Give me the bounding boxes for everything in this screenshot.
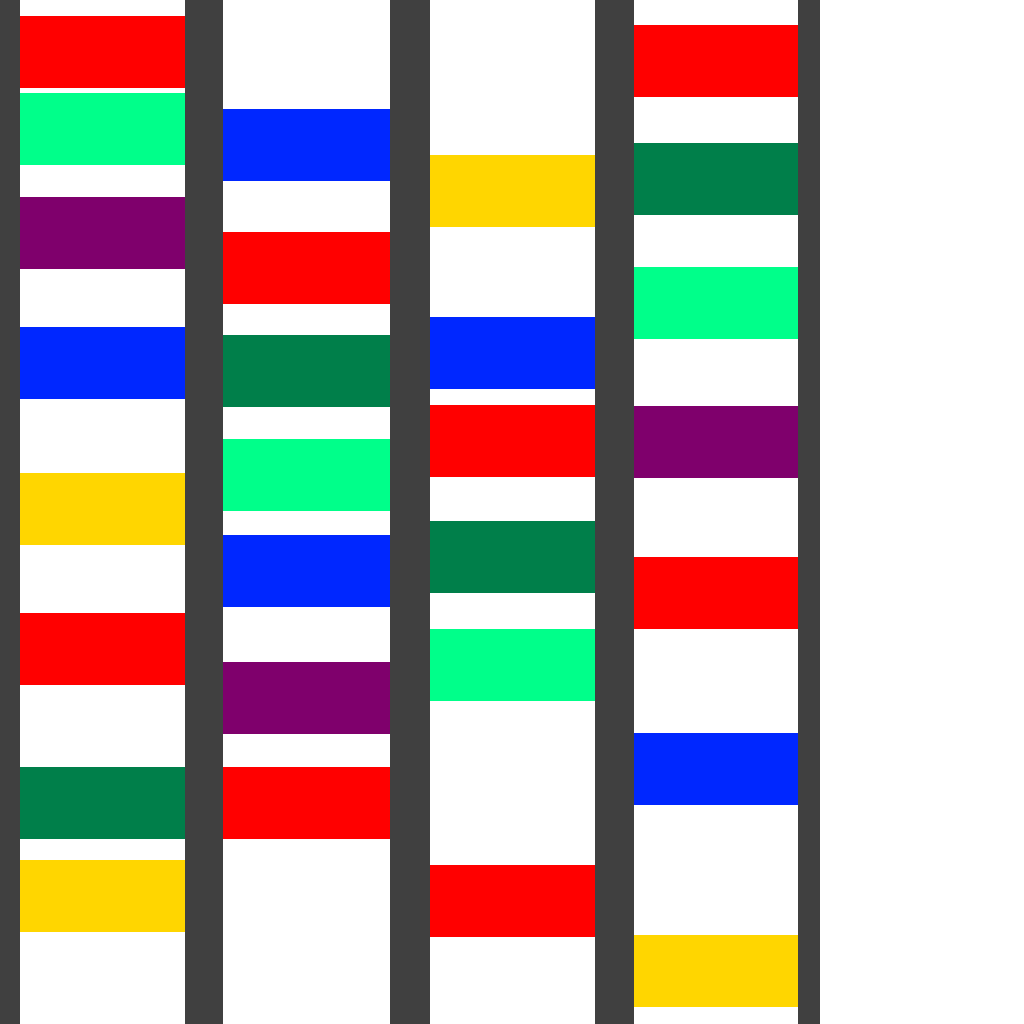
red-tile[interactable] — [634, 557, 798, 629]
lane-divider — [390, 0, 430, 1024]
blue-tile[interactable] — [430, 317, 595, 389]
yellow-tile[interactable] — [634, 935, 798, 1007]
lane-2[interactable] — [223, 0, 390, 1024]
green-tile[interactable] — [223, 335, 390, 407]
red-tile[interactable] — [430, 865, 595, 937]
red-tile[interactable] — [20, 613, 185, 685]
purple-tile[interactable] — [634, 406, 798, 478]
yellow-tile[interactable] — [430, 155, 595, 227]
green-tile[interactable] — [634, 143, 798, 215]
green-tile[interactable] — [430, 521, 595, 593]
yellow-tile[interactable] — [20, 473, 185, 545]
lane-divider — [0, 0, 20, 1024]
lane-3[interactable] — [430, 0, 595, 1024]
mint-tile[interactable] — [20, 93, 185, 165]
red-tile[interactable] — [634, 25, 798, 97]
lane-divider — [185, 0, 223, 1024]
lane-4[interactable] — [634, 0, 798, 1024]
empty-area — [820, 0, 1024, 1024]
mint-tile[interactable] — [430, 629, 595, 701]
red-tile[interactable] — [223, 767, 390, 839]
purple-tile[interactable] — [20, 197, 185, 269]
purple-tile[interactable] — [223, 662, 390, 734]
mint-tile[interactable] — [223, 439, 390, 511]
blue-tile[interactable] — [20, 327, 185, 399]
red-tile[interactable] — [20, 16, 185, 88]
blue-tile[interactable] — [223, 535, 390, 607]
lane-divider — [798, 0, 820, 1024]
blue-tile[interactable] — [634, 733, 798, 805]
red-tile[interactable] — [430, 405, 595, 477]
red-tile[interactable] — [223, 232, 390, 304]
blue-tile[interactable] — [223, 109, 390, 181]
mint-tile[interactable] — [634, 267, 798, 339]
green-tile[interactable] — [20, 767, 185, 839]
yellow-tile[interactable] — [20, 860, 185, 932]
lane-divider — [595, 0, 634, 1024]
lane-1[interactable] — [20, 0, 185, 1024]
